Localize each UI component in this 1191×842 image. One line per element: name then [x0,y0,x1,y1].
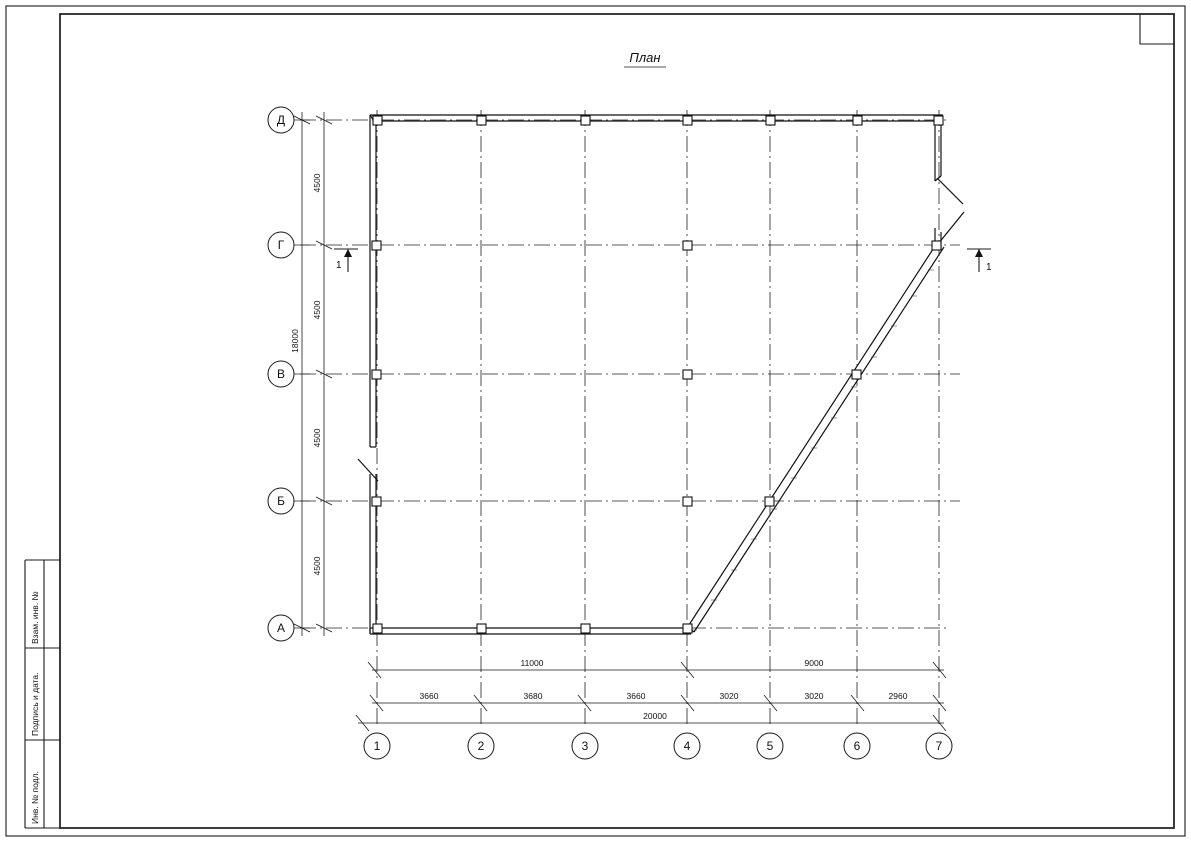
axis-bubbles-horizontal: 1 2 3 4 5 6 7 [363,732,953,760]
axis-bubble-label-7: 7 [936,739,943,753]
axis-bubble-label-6: 6 [854,739,861,753]
dim-bay-4: 3020 [805,691,824,701]
dim-bay-3: 3020 [720,691,739,701]
axis-bubble-2[interactable] [467,732,495,760]
section-mark-right: 1 [967,248,992,273]
dim-vertical-1: 4500 [312,300,322,319]
plan-title: План [629,50,660,65]
axis-bubble-7[interactable] [925,732,953,760]
axis-bubble-4[interactable] [673,732,701,760]
axis-bubble-label-D: Д [277,113,285,127]
dim-vertical-total: 18000 [290,329,300,353]
dimension-chain-vertical: 4500 4500 4500 4500 18000 [290,112,333,636]
axis-bubble-label-2: 2 [478,739,485,753]
axis-bubble-label-A: А [277,621,285,635]
building-outline [357,114,965,635]
title-block-label-1: Подпись и дата. [30,673,40,737]
dim-horizontal-total: 20000 [643,711,667,721]
dim-vertical-0: 4500 [312,173,322,192]
title-block-label-2: Инв. № подл. [30,771,40,824]
dim-bay-2: 3660 [627,691,646,701]
axis-bubble-label-V: В [277,367,285,381]
break-line-right-lower [937,211,965,245]
dimension-chain-bays: 3660 3680 3660 3020 3020 2960 [369,691,947,712]
break-line-left [357,458,379,482]
dimension-chain-groups: 11000 9000 [367,658,947,679]
axis-bubble-5[interactable] [756,732,784,760]
axis-bubble-label-B: Б [277,494,285,508]
dim-group-1: 9000 [805,658,824,668]
title-block: Взам. инв. № Подпись и дата. Инв. № подл… [24,559,60,829]
axis-bubble-label-4: 4 [684,739,691,753]
axis-bubble-3[interactable] [571,732,599,760]
axis-bubble-6[interactable] [843,732,871,760]
dimension-chain-total: 20000 [355,711,947,732]
axis-bubble-1[interactable] [363,732,391,760]
drawing-title: План [624,50,666,68]
axis-bubbles-vertical: Д Г В Б А [267,106,310,642]
section-mark-left: 1 [334,248,358,272]
dim-bay-1: 3680 [524,691,543,701]
axis-bubble-label-5: 5 [767,739,774,753]
section-mark-left-label: 1 [336,260,342,271]
break-line-right-upper [936,177,964,205]
dim-vertical-2: 4500 [312,428,322,447]
title-block-label-0: Взам. инв. № [30,591,40,644]
dim-bay-5: 2960 [889,691,908,701]
section-mark-right-label: 1 [986,262,992,273]
axis-bubble-label-1: 1 [374,739,381,753]
axis-lines-vertical [376,110,940,728]
axis-bubble-label-3: 3 [582,739,589,753]
axis-bubble-label-G: Г [278,238,285,252]
dim-bay-0: 3660 [420,691,439,701]
sheet-border [5,5,1186,837]
columns [371,115,944,634]
dim-group-0: 11000 [520,658,543,668]
dim-vertical-3: 4500 [312,556,322,575]
